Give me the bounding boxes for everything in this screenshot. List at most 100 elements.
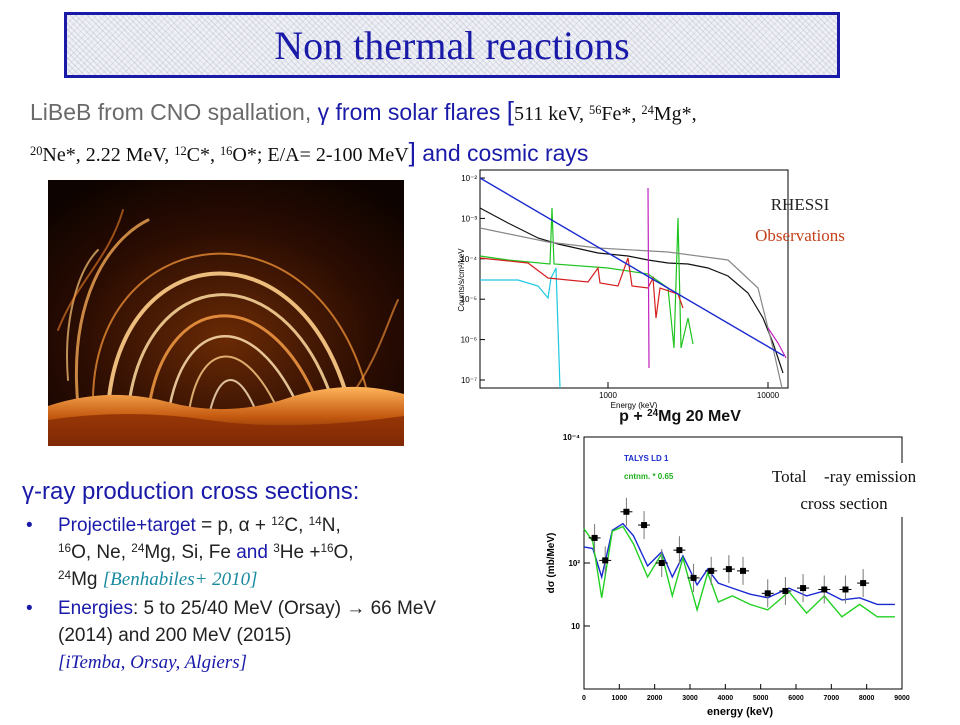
- spectrum-y-tick-label: 10⁻⁶: [461, 336, 477, 345]
- xs-x-tick-label: 4000: [718, 695, 734, 702]
- rhessi-spectrum-chart: Counts/s/cm²/keV Energy (keV) 10⁻² 10⁻³ 10…: [448, 168, 796, 416]
- xs-y-tick-label: 10⁻⁴: [563, 433, 580, 442]
- xs-y-label: dσ (mb/MeV): [546, 533, 557, 594]
- fe-mass: 56: [589, 102, 602, 117]
- b1-mg2-mass: 24: [58, 569, 72, 583]
- cross-section-heading: p + 24Mg 20 MeV: [530, 408, 830, 426]
- intro-part1: LiBeB from CNO spallation,: [30, 99, 318, 125]
- intro-inner-1: 511 keV,: [514, 103, 590, 125]
- spectrum-y-tick-label: 10⁻⁵: [461, 295, 477, 304]
- cross-section-caption: Total  -ray emission cross section: [735, 463, 953, 517]
- continuum-series-line: [583, 525, 895, 618]
- b2-text: : 5 to 25/40 MeV (Orsay) → 66 MeV (2014)…: [58, 598, 437, 646]
- observations-label: Observations: [755, 226, 845, 245]
- title-banner: Non thermal reactions: [64, 12, 840, 78]
- spectrum-y-tick-label: 10⁻⁷: [461, 376, 477, 385]
- b1-o2-mass: 16: [320, 542, 334, 556]
- data-point: [800, 585, 807, 592]
- data-point: [641, 522, 648, 529]
- data-point: [623, 508, 630, 515]
- intro-gamma: γ: [317, 99, 330, 125]
- bullet-dot: •: [26, 515, 33, 536]
- o-label: O*; E/A= 2-100 MeV: [232, 144, 409, 166]
- data-point: [708, 567, 715, 574]
- intro-part2: from solar flares: [329, 99, 507, 125]
- b1-o2: O,: [333, 542, 354, 563]
- data-point: [658, 560, 665, 566]
- spectrum-x-tick-label: 1000: [599, 391, 617, 400]
- legend-talys: TALYS LD 1: [624, 454, 669, 463]
- data-point: [860, 580, 867, 587]
- section-title: γ-ray production cross sections:: [22, 478, 360, 505]
- spectrum-y-tick-label: 10⁻⁴: [460, 255, 477, 264]
- o-mass: 16: [219, 143, 233, 158]
- heading-mass: 24: [647, 408, 659, 420]
- xs-x-label: energy (keV): [707, 706, 773, 718]
- fe-label: Fe*,: [601, 103, 642, 125]
- solar-flare-photo: [48, 180, 404, 446]
- rhessi-label: RHESSI: [770, 195, 830, 214]
- xs-x-tick-label: 5000: [753, 695, 769, 702]
- b1-and: and: [230, 542, 274, 563]
- spectrum-x-label: Energy (keV): [611, 401, 658, 410]
- b1-n-mass: 14: [308, 515, 322, 529]
- b1-he-mass: 3: [273, 542, 280, 556]
- spectrum-y-tick-label: 10⁻³: [461, 214, 477, 223]
- c-label: C*,: [186, 144, 220, 166]
- bullet-list: • Projectile+target = p, α + 12C, 14N, 16…: [22, 512, 472, 678]
- xs-x-tick-label: 1000: [612, 695, 628, 702]
- caption-line-1: Total  -ray emission: [771, 467, 917, 486]
- xs-y-tick-label: 10²: [568, 559, 580, 568]
- b1-mg2: Mg: [71, 569, 103, 590]
- b1-c-mass: 12: [271, 515, 285, 529]
- heading-pre: p +: [619, 408, 648, 425]
- mg-label: Mg*,: [653, 103, 697, 125]
- xs-x-tick-label: 7000: [824, 695, 840, 702]
- spectrum-plot-frame: [479, 169, 789, 389]
- b1-reference: [Benhabiles+ 2010]: [102, 569, 258, 590]
- b1-o-mass: 16: [58, 542, 72, 556]
- xs-x-tick-label: 3000: [682, 695, 698, 702]
- intro-open-bracket: [: [506, 96, 515, 126]
- heading-post: Mg 20 MeV: [658, 408, 741, 425]
- ne-mass: 20: [30, 143, 43, 158]
- b2-reference: [iTemba, Orsay, Algiers]: [58, 652, 247, 673]
- mg-mass: 24: [641, 102, 654, 117]
- intro-text: LiBeB from CNO spallation, γ from solar …: [30, 92, 950, 174]
- spectrum-red-trace: [479, 257, 684, 319]
- intro-close-bracket: ]: [408, 137, 416, 167]
- data-point: [725, 566, 732, 573]
- data-point: [782, 587, 789, 594]
- xs-y-tick-label: 10: [571, 622, 580, 631]
- data-point: [842, 586, 849, 593]
- b1-mg: Mg, Si, Fe: [144, 542, 231, 563]
- data-point: [740, 567, 746, 574]
- data-point: [602, 557, 609, 564]
- b1-plus: +: [249, 515, 272, 536]
- data-point: [676, 547, 683, 554]
- b1-eq: = p,: [195, 515, 239, 536]
- page-title: Non thermal reactions: [274, 22, 630, 68]
- spectrum-gray-trace: [479, 227, 783, 389]
- data-point: [591, 534, 598, 541]
- b1-mg-mass: 24: [131, 542, 145, 556]
- data-point: [764, 590, 771, 597]
- spectrum-magenta-trace: [647, 187, 787, 369]
- intro-part3: and cosmic rays: [415, 140, 589, 166]
- caption-line-2: cross section: [800, 494, 888, 513]
- b1-n: N,: [321, 515, 341, 536]
- xs-x-tick-label: 0: [582, 695, 586, 702]
- spectrum-y-tick-label: 10⁻²: [461, 174, 477, 183]
- bullet-projectile: • Projectile+target = p, α + 12C, 14N, 16…: [22, 512, 472, 593]
- b1-c: C,: [284, 515, 309, 536]
- spectrum-y-label: Counts/s/cm²/keV: [457, 248, 466, 312]
- bullet-energies: • Energies: 5 to 25/40 MeV (Orsay) → 66 …: [22, 595, 472, 676]
- spectrum-x-tick-label: 10000: [757, 391, 780, 400]
- spectrum-blue-fit: [479, 177, 785, 357]
- data-point: [821, 586, 828, 593]
- data-point: [690, 574, 697, 581]
- talys-series-line: [583, 522, 895, 606]
- xs-x-tick-label: 8000: [859, 695, 875, 702]
- b2-label: Energies: [58, 598, 133, 619]
- ne-label: Ne*, 2.22 MeV,: [42, 144, 175, 166]
